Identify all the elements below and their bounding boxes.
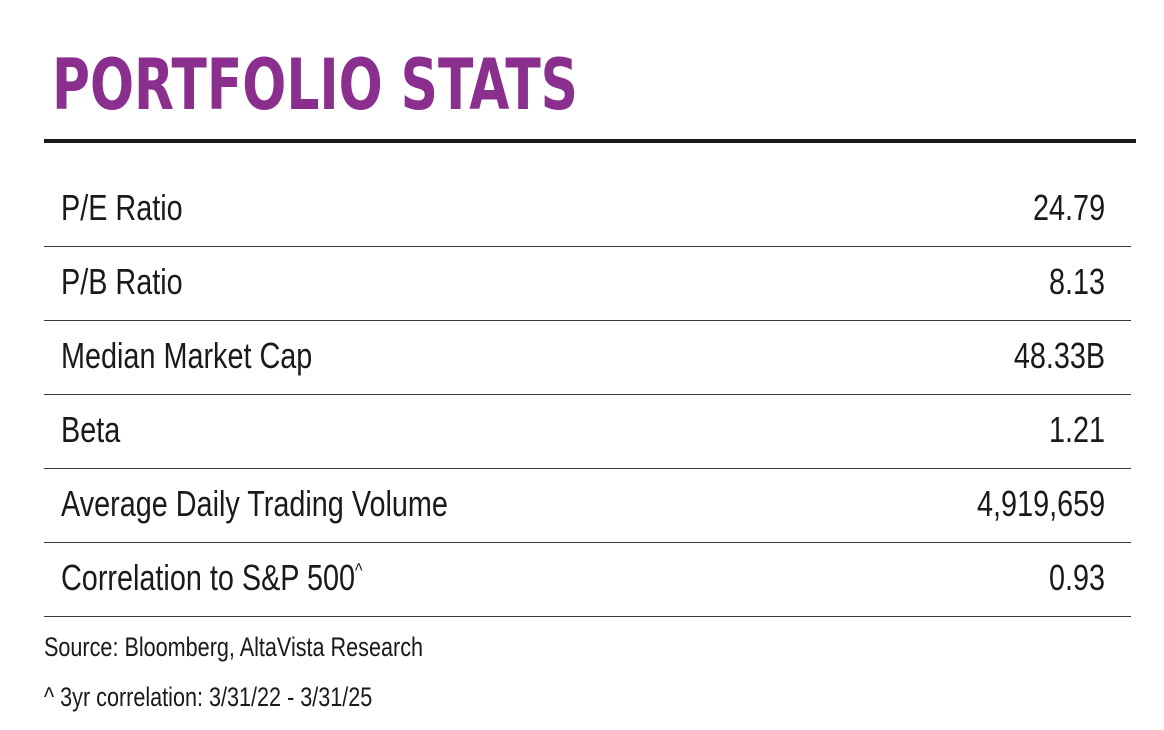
page-title: PORTFOLIO STATS	[52, 44, 579, 126]
stat-value: 1.21	[1048, 408, 1105, 450]
portfolio-stats-table: P/E Ratio 24.79 P/B Ratio 8.13 Median Ma…	[44, 173, 1131, 617]
stat-label: Median Market Cap	[61, 334, 313, 376]
stat-label-wrapper: Correlation to S&P 500^	[61, 556, 363, 598]
stat-label: Correlation to S&P 500	[61, 556, 356, 598]
footnote-marker: ^	[355, 559, 363, 582]
stat-row-pb-ratio: P/B Ratio 8.13	[44, 247, 1131, 321]
stat-row-pe-ratio: P/E Ratio 24.79	[44, 173, 1131, 247]
stat-row-beta: Beta 1.21	[44, 395, 1131, 469]
stat-value: 0.93	[1048, 556, 1105, 598]
correlation-footnote: ^ 3yr correlation: 3/31/22 - 3/31/25	[44, 682, 373, 712]
stat-label: P/E Ratio	[61, 186, 183, 228]
stat-value: 48.33B	[1013, 334, 1105, 376]
stat-label: Average Daily Trading Volume	[61, 482, 448, 524]
stat-value: 24.79	[1032, 186, 1105, 228]
stat-row-average-daily-trading-volume: Average Daily Trading Volume 4,919,659	[44, 469, 1131, 543]
stat-value: 4,919,659	[976, 482, 1105, 524]
title-divider	[44, 139, 1136, 143]
stat-row-correlation-sp500: Correlation to S&P 500^ 0.93	[44, 543, 1131, 617]
stat-label: P/B Ratio	[61, 260, 183, 302]
source-note: Source: Bloomberg, AltaVista Research	[44, 632, 424, 662]
stat-row-median-market-cap: Median Market Cap 48.33B	[44, 321, 1131, 395]
stat-label: Beta	[61, 408, 121, 450]
stat-value: 8.13	[1048, 260, 1105, 302]
